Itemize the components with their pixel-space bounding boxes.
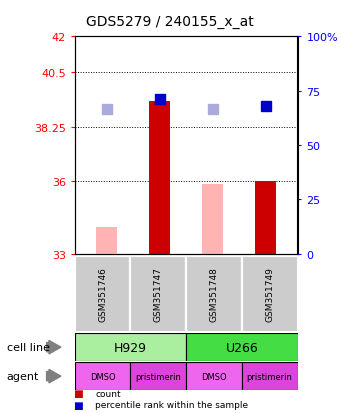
Bar [242, 362, 298, 390]
Text: count: count [95, 389, 121, 398]
Bar [186, 256, 242, 332]
Text: GDS5279 / 240155_x_at: GDS5279 / 240155_x_at [86, 15, 254, 29]
Bar [186, 362, 242, 390]
Bar [242, 256, 298, 332]
Bar [75, 333, 186, 361]
Text: pristimerin: pristimerin [247, 372, 293, 381]
Text: ■: ■ [73, 388, 83, 398]
Text: DMSO: DMSO [201, 372, 227, 381]
Text: DMSO: DMSO [90, 372, 116, 381]
Text: GSM351749: GSM351749 [265, 267, 274, 322]
Text: ■: ■ [73, 400, 83, 410]
Text: U266: U266 [225, 341, 258, 354]
FancyArrow shape [47, 341, 61, 354]
Text: GSM351746: GSM351746 [98, 267, 107, 322]
Bar [202, 184, 223, 254]
Bar [75, 362, 131, 390]
Text: value, Detection Call = ABSENT: value, Detection Call = ABSENT [95, 412, 239, 413]
FancyArrow shape [47, 370, 61, 383]
Text: agent: agent [7, 371, 39, 381]
Bar [255, 182, 276, 254]
Text: H929: H929 [114, 341, 147, 354]
Text: pristimerin: pristimerin [135, 372, 181, 381]
Bar [131, 256, 186, 332]
Bar [96, 228, 117, 254]
Bar [186, 333, 298, 361]
Bar [149, 102, 170, 254]
Text: ■: ■ [73, 411, 83, 413]
Bar [131, 362, 186, 390]
Text: percentile rank within the sample: percentile rank within the sample [95, 400, 248, 409]
Text: GSM351747: GSM351747 [154, 267, 163, 322]
Text: cell line: cell line [7, 342, 50, 352]
Bar [75, 256, 131, 332]
Text: GSM351748: GSM351748 [209, 267, 219, 322]
